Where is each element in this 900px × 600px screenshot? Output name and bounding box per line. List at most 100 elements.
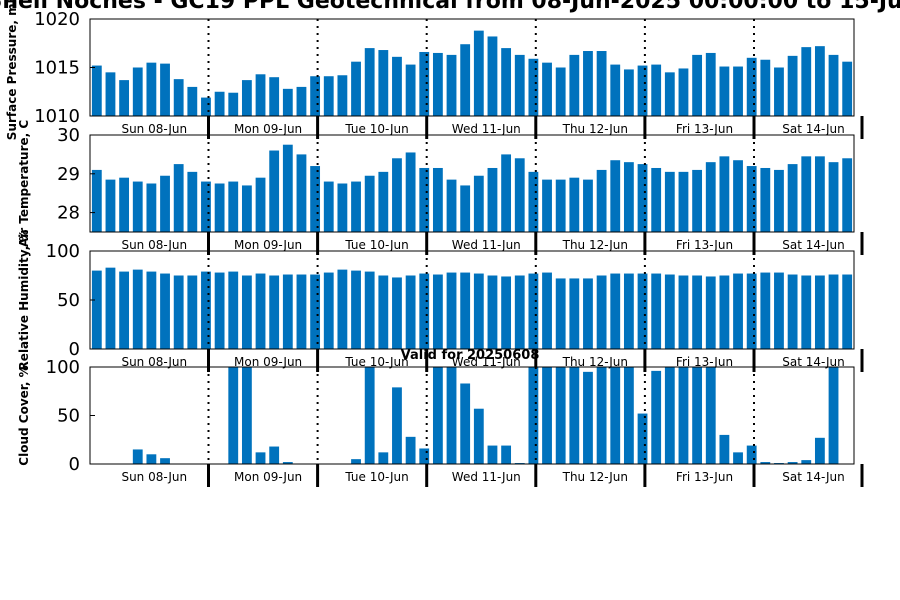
y-tick-label: 50 — [57, 406, 80, 427]
bar — [255, 273, 266, 349]
bar — [392, 277, 402, 349]
bar — [405, 275, 416, 349]
bar — [392, 56, 402, 116]
bar — [637, 413, 648, 464]
bar — [255, 452, 266, 464]
x-day-label: Sun 08-Jun — [121, 355, 187, 369]
bar — [364, 367, 375, 464]
bar — [460, 185, 471, 232]
bar — [323, 76, 334, 116]
y-axis-label: Air Temperature, C — [17, 120, 31, 248]
bar — [746, 57, 757, 116]
bar — [446, 272, 457, 349]
bar — [160, 273, 170, 349]
bar — [351, 459, 361, 464]
bar — [514, 158, 525, 232]
bar — [296, 86, 307, 116]
bar — [514, 275, 525, 349]
bar — [173, 275, 184, 349]
bar — [160, 63, 170, 116]
bar — [187, 171, 198, 232]
bar — [432, 167, 443, 232]
y-tick-label: 1010 — [34, 106, 80, 127]
bar — [623, 69, 634, 116]
x-day-label: Fri 13-Jun — [676, 355, 733, 369]
bar — [364, 48, 375, 116]
x-day-label: Tue 10-Jun — [344, 238, 408, 252]
bar — [555, 367, 566, 464]
bar — [542, 62, 552, 116]
x-day-label: Wed 11-Jun — [452, 238, 521, 252]
bar — [623, 367, 634, 464]
bar — [801, 156, 812, 232]
bar — [282, 274, 293, 349]
bar — [119, 177, 130, 232]
y-axis-label: Cloud Cover, % — [17, 365, 31, 465]
bar — [760, 59, 771, 116]
bar — [146, 62, 157, 116]
bar — [569, 177, 580, 232]
bar — [501, 445, 512, 464]
bar — [446, 54, 457, 116]
x-day-label: Fri 13-Jun — [676, 238, 733, 252]
bar — [323, 272, 334, 349]
bar — [787, 164, 798, 232]
y-axis-label: Surface Pressure, mb — [5, 0, 19, 140]
x-day-label: Mon 09-Jun — [234, 470, 302, 484]
x-day-label: Wed 11-Jun — [452, 122, 521, 136]
x-day-label: Sat 14-Jun — [782, 355, 845, 369]
bar — [105, 72, 116, 116]
bar — [487, 36, 498, 116]
bar — [91, 65, 102, 116]
bar — [241, 185, 252, 232]
bar — [637, 164, 648, 232]
bar — [678, 367, 689, 464]
bar — [282, 144, 293, 232]
bar — [583, 51, 593, 117]
bar — [774, 67, 784, 116]
bar — [201, 97, 211, 116]
bar — [446, 367, 457, 464]
y-tick-label: 1020 — [34, 9, 80, 30]
bar — [774, 272, 784, 349]
y-tick-label: 1015 — [34, 58, 80, 79]
bar — [419, 448, 430, 464]
x-day-label: Thu 12-Jun — [562, 122, 628, 136]
y-tick-label: 0 — [69, 454, 80, 475]
bar — [801, 460, 812, 464]
bar — [392, 158, 402, 232]
bar — [119, 80, 130, 116]
bar — [487, 275, 498, 349]
bar — [460, 44, 471, 116]
bar — [432, 274, 443, 349]
panel-1: 1010 1015 1020 Sun 08-Jun Mon 09-Jun Tue 10-J… — [5, 0, 864, 140]
bar — [746, 445, 757, 464]
bar — [132, 449, 143, 464]
bar — [528, 171, 539, 232]
bar — [351, 181, 361, 232]
x-day-label: Tue 10-Jun — [344, 122, 408, 136]
bar — [787, 274, 798, 349]
bar — [678, 275, 689, 349]
bar — [528, 58, 539, 116]
bar — [282, 462, 293, 464]
x-day-label: Tue 10-Jun — [344, 355, 408, 369]
x-day-label: Fri 13-Jun — [676, 470, 733, 484]
bar — [555, 179, 566, 232]
bar — [651, 64, 662, 116]
x-day-label: Fri 13-Jun — [676, 122, 733, 136]
y-tick-label: 30 — [57, 125, 80, 146]
bar — [514, 54, 525, 116]
x-day-label: Thu 12-Jun — [562, 355, 628, 369]
bar — [405, 64, 416, 116]
bar — [173, 164, 184, 232]
y-tick-label: 100 — [46, 241, 80, 262]
x-day-label: Mon 09-Jun — [234, 238, 302, 252]
x-day-label: Tue 10-Jun — [344, 470, 408, 484]
bar — [132, 269, 143, 349]
bar — [501, 276, 512, 349]
x-day-label: Sun 08-Jun — [121, 470, 187, 484]
x-day-label: Sat 14-Jun — [782, 122, 845, 136]
bar — [460, 383, 471, 464]
